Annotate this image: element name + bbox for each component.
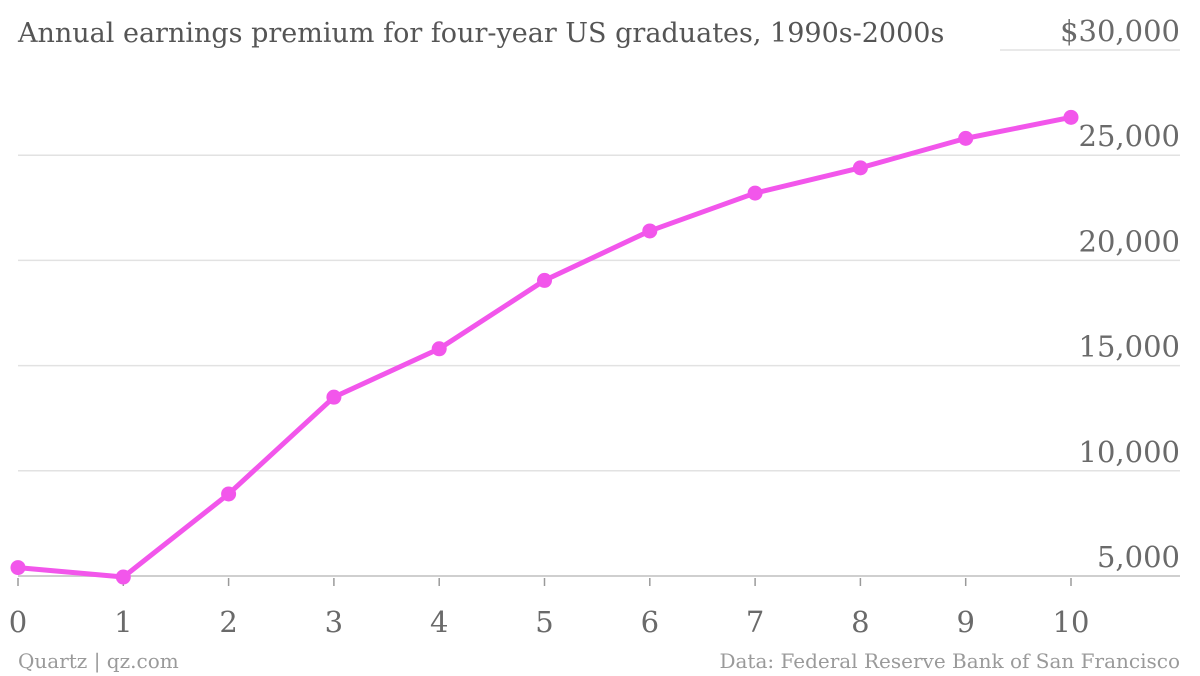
data-point — [10, 560, 26, 576]
data-point — [642, 223, 658, 239]
source-right: Data: Federal Reserve Bank of San Franci… — [719, 649, 1180, 673]
source-left: Quartz | qz.com — [18, 649, 179, 674]
chart-title: Annual earnings premium for four-year US… — [17, 18, 944, 49]
x-tick-label: 8 — [851, 605, 869, 639]
y-tick-label: 5,000 — [1097, 540, 1180, 574]
x-tick-label: 6 — [641, 605, 659, 639]
series — [10, 109, 1079, 585]
x-tick-label: 3 — [325, 605, 343, 639]
y-tick-label: $30,000 — [1060, 14, 1180, 48]
x-tick-label: 7 — [746, 605, 764, 639]
y-tick-label: 15,000 — [1079, 330, 1180, 364]
data-point — [852, 160, 868, 176]
data-point — [958, 130, 974, 146]
y-tick-label: 25,000 — [1079, 119, 1180, 153]
data-point — [115, 569, 131, 585]
data-point — [221, 486, 237, 502]
data-point — [326, 389, 342, 405]
x-tick-label: 0 — [9, 605, 27, 639]
series-line — [15, 114, 1074, 580]
x-tick-label: 4 — [430, 605, 448, 639]
data-point — [537, 272, 552, 288]
data-point — [1063, 109, 1079, 125]
x-tick-label: 1 — [114, 605, 132, 639]
x-tick-label: 9 — [956, 605, 974, 639]
y-tick-label: 20,000 — [1079, 224, 1180, 258]
y-tick-label: 10,000 — [1079, 435, 1180, 469]
data-point — [431, 341, 447, 357]
data-point — [747, 185, 763, 201]
gridlines — [18, 49, 1180, 577]
x-tick-label: 10 — [1053, 605, 1090, 639]
x-tick-label: 2 — [219, 605, 237, 639]
axes: 5,000 10,000 15,000 20,000 25,000 $30,000 0 1 2 3… — [9, 14, 1180, 639]
x-tick-label: 5 — [535, 605, 553, 639]
